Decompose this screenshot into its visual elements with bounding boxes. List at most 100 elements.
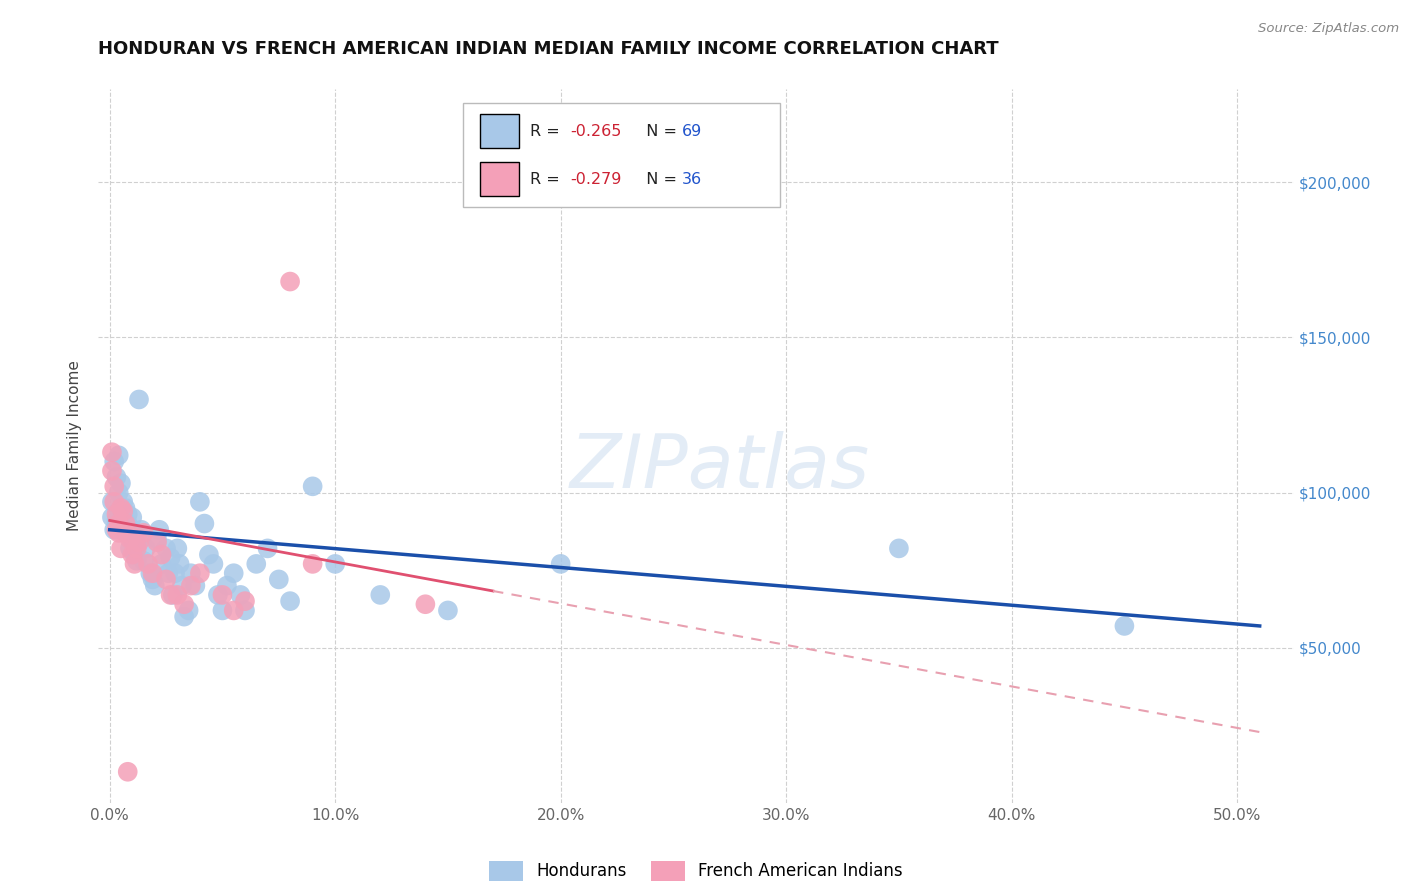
Legend: Hondurans, French American Indians: Hondurans, French American Indians: [482, 855, 910, 888]
Point: [233, 594, 256, 608]
Point: [107, 516, 129, 531]
Point: [150, 557, 173, 571]
Point: [1114, 619, 1136, 633]
Point: [193, 516, 215, 531]
Point: [132, 554, 155, 568]
Point: [121, 532, 143, 546]
Point: [112, 495, 135, 509]
Point: [101, 510, 124, 524]
Point: [177, 603, 200, 617]
Point: [121, 548, 143, 562]
Point: [278, 275, 301, 289]
Point: [107, 448, 129, 462]
Point: [159, 588, 181, 602]
Point: [143, 579, 166, 593]
Point: [117, 764, 139, 779]
Point: [101, 495, 124, 509]
Point: [146, 532, 169, 546]
Point: [105, 523, 128, 537]
Point: [105, 513, 128, 527]
Point: [180, 566, 202, 581]
Point: [117, 525, 139, 540]
Point: [146, 535, 169, 549]
Point: [170, 579, 193, 593]
Point: [132, 525, 155, 540]
Point: [114, 501, 136, 516]
Point: [207, 588, 229, 602]
Point: [125, 554, 148, 568]
Point: [107, 485, 129, 500]
Point: [121, 510, 143, 524]
Point: [139, 566, 162, 581]
Point: [107, 519, 129, 533]
Point: [233, 603, 256, 617]
Point: [114, 525, 136, 540]
Point: [112, 519, 135, 533]
Point: [105, 470, 128, 484]
Point: [117, 516, 139, 531]
Point: [103, 495, 125, 509]
Point: [103, 454, 125, 468]
Point: [141, 566, 163, 581]
Point: [301, 557, 323, 571]
Point: [101, 445, 124, 459]
Text: 36: 36: [682, 172, 703, 186]
Point: [117, 508, 139, 522]
Point: [125, 541, 148, 556]
Point: [150, 548, 173, 562]
Point: [110, 501, 132, 516]
Point: [128, 392, 150, 407]
Point: [105, 508, 128, 522]
Point: [415, 597, 437, 611]
Point: [278, 594, 301, 608]
Point: [211, 588, 233, 602]
Point: [166, 588, 188, 602]
Point: [110, 508, 132, 522]
Point: [118, 523, 141, 537]
Point: [323, 557, 346, 571]
Point: [118, 532, 141, 546]
Point: [118, 541, 141, 556]
Point: [125, 538, 148, 552]
Point: [124, 525, 146, 540]
Text: N =: N =: [636, 172, 682, 186]
Point: [159, 550, 181, 565]
Point: [222, 603, 245, 617]
Point: [128, 535, 150, 549]
Text: -0.265: -0.265: [569, 124, 621, 138]
Point: [112, 504, 135, 518]
Point: [437, 603, 460, 617]
Point: [124, 557, 146, 571]
Text: N =: N =: [636, 124, 682, 138]
Point: [173, 597, 195, 611]
Point: [148, 523, 170, 537]
Text: R =: R =: [530, 124, 565, 138]
Point: [166, 541, 188, 556]
Text: R =: R =: [530, 172, 565, 186]
Point: [215, 579, 238, 593]
Point: [202, 557, 225, 571]
Point: [180, 579, 202, 593]
Point: [129, 523, 152, 537]
Point: [136, 557, 159, 571]
Point: [198, 548, 221, 562]
Point: [368, 588, 391, 602]
Point: [245, 557, 267, 571]
Text: Source: ZipAtlas.com: Source: ZipAtlas.com: [1258, 22, 1399, 36]
Point: [110, 501, 132, 516]
Point: [110, 476, 132, 491]
Text: -0.279: -0.279: [569, 172, 621, 186]
Point: [155, 541, 177, 556]
Point: [211, 603, 233, 617]
Point: [124, 548, 146, 562]
Point: [184, 579, 207, 593]
Point: [103, 479, 125, 493]
Y-axis label: Median Family Income: Median Family Income: [67, 360, 83, 532]
Point: [110, 541, 132, 556]
Point: [887, 541, 910, 556]
Point: [188, 495, 211, 509]
Point: [155, 573, 177, 587]
Point: [229, 588, 252, 602]
Point: [162, 588, 184, 602]
Text: ZIPatlas: ZIPatlas: [569, 432, 870, 503]
